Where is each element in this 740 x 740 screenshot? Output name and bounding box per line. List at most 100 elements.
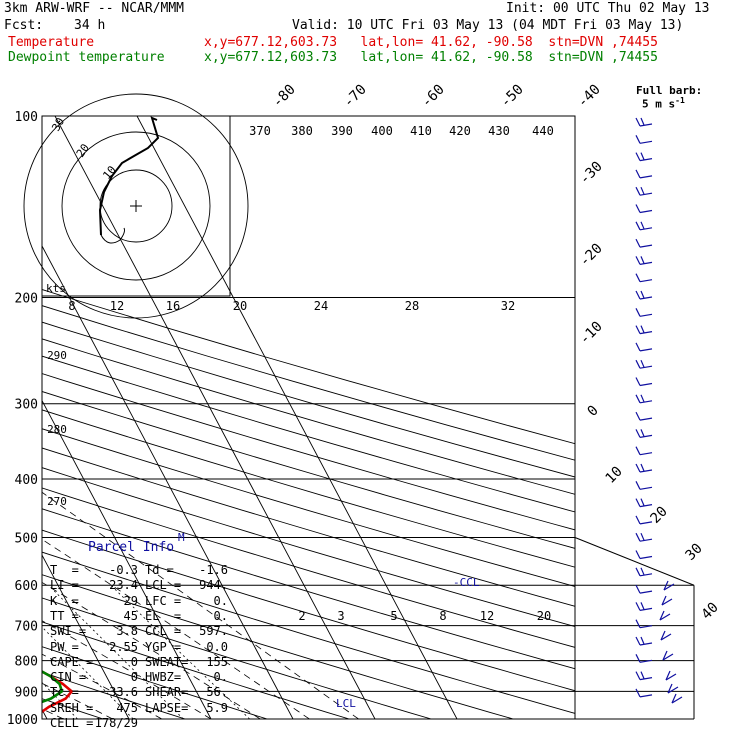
parcel-info-label: SWEAT= (145, 654, 189, 669)
dry-adiabat-line (42, 428, 575, 587)
wind-barb-flag (635, 446, 641, 455)
wind-barb-flag (635, 515, 641, 525)
theta-label: 280 (47, 423, 67, 436)
parcel-info-label: EL = (145, 608, 182, 623)
hodograph-speed-label: 16 (166, 299, 180, 313)
parcel-info-value: 0. (213, 593, 228, 608)
wind-barb (639, 244, 653, 248)
theta-e-label: 370 (249, 124, 271, 138)
wind-barb (662, 653, 674, 661)
hodograph-ring-label: 20 (74, 141, 92, 159)
mixing-ratio-line (48, 584, 184, 719)
wind-barb-flag (635, 204, 641, 213)
hodograph-speed-label: 32 (501, 299, 515, 313)
wind-barb (639, 382, 653, 387)
parcel-info-value: 33.6 (109, 685, 138, 700)
dry-adiabat-line (42, 646, 268, 719)
isotherm-line (42, 245, 294, 719)
wind-barb (663, 583, 675, 591)
parcel-info-value: 155 (206, 654, 228, 669)
pressure-tick-label: 200 (15, 292, 38, 307)
dry-adiabat-line (42, 467, 575, 628)
wind-barb (665, 673, 677, 681)
wind-barb-flag (635, 221, 641, 231)
parcel-info-label: PW = (50, 639, 79, 654)
isotherm-label: 30 (683, 541, 706, 564)
hodograph-speed-label: 20 (233, 299, 247, 313)
parcel-info-value: 0. (213, 608, 228, 623)
parcel-info-value: 56. (206, 685, 228, 700)
mixing-ratio-label: 2 (298, 609, 305, 623)
parcel-info-value: 597. (199, 624, 228, 639)
parcel-info-value: 0. (213, 670, 228, 685)
wind-barb (639, 417, 653, 421)
wind-barb-flag (635, 273, 641, 282)
parcel-info-label: YGP = (145, 639, 182, 654)
wind-barb-flag (661, 595, 667, 606)
parcel-info-label: HWBZ= (145, 670, 182, 685)
model-title: 3km ARW-WRF -- NCAR/MMM (4, 1, 185, 16)
parcel-info-label: SHEAR= (145, 685, 189, 700)
wind-key-title: Full barb: (636, 84, 703, 97)
wind-barb-flag (659, 610, 665, 621)
mixing-ratio-label: 3 (337, 609, 344, 623)
wind-barb-flag (635, 671, 641, 680)
pressure-tick-label: 100 (15, 110, 38, 125)
theta-e-label: 400 (371, 124, 393, 138)
wind-barb (639, 261, 653, 265)
wind-barb-flag (635, 135, 641, 144)
wind-barb (639, 331, 653, 335)
wind-barb (639, 192, 653, 196)
wind-barb-flag (635, 411, 641, 421)
wind-barb (639, 486, 653, 490)
wind-barb-flag (635, 325, 641, 334)
wind-barb (639, 175, 653, 179)
parcel-info-label: LFC = (145, 593, 182, 608)
parcel-info-label: SWI = (50, 624, 87, 639)
parcel-info-label: CCL = (145, 624, 182, 639)
wind-barb-flag (640, 117, 645, 126)
wind-barb-flag (640, 186, 645, 195)
dewpoint-legend: Dewpoint temperature (8, 50, 165, 65)
wind-barb (661, 598, 673, 606)
hodograph-speed-label: 28 (405, 299, 419, 313)
mixing-ratio-label: 12 (480, 609, 494, 623)
dry-adiabat-line (42, 447, 575, 607)
parcel-info-label: TT = (50, 608, 79, 623)
dry-adiabat-line (42, 305, 575, 461)
wind-barb-flag (635, 429, 641, 438)
wind-barb-flag (640, 671, 645, 679)
parcel-info-label: CAPE = (50, 654, 94, 669)
wind-barb (639, 469, 653, 473)
theta-e-label: 380 (291, 124, 313, 138)
wind-barb-flag (635, 359, 641, 369)
dry-adiabat-line (42, 671, 186, 719)
wind-barb-flag (635, 117, 641, 127)
init-time: Init: 00 UTC Thu 02 May 13 (506, 1, 710, 16)
forecast-hours: 34 h (74, 18, 106, 33)
parcel-info-label: Td = (145, 563, 174, 577)
theta-e-label: 430 (488, 124, 510, 138)
wind-barb (639, 452, 653, 456)
wind-barb-flag (635, 654, 641, 663)
parcel-info-label: K = (50, 593, 79, 608)
theta-e-label: 440 (532, 124, 554, 138)
mixing-ratio-label: 20 (537, 609, 551, 623)
parcel-info-value: 3.8 (116, 624, 138, 639)
isotherm-label: 10 (603, 464, 626, 487)
wind-barb (671, 696, 683, 704)
parcel-info-label: LCL = (145, 578, 182, 593)
wind-barb-flag (640, 602, 645, 610)
hodograph-ring (61, 131, 211, 281)
dry-adiabat-line (42, 289, 575, 445)
isotherm-label: -60 (419, 82, 448, 111)
moist-adiabat-line (42, 620, 212, 719)
wind-barb (639, 555, 653, 560)
wind-barb-flag (667, 683, 673, 694)
dry-adiabat-line (42, 597, 432, 719)
isotherm-label: 20 (648, 504, 671, 527)
isotherm-label: -10 (577, 319, 606, 348)
wind-barb (639, 521, 653, 525)
wind-barb-flag (635, 550, 641, 559)
